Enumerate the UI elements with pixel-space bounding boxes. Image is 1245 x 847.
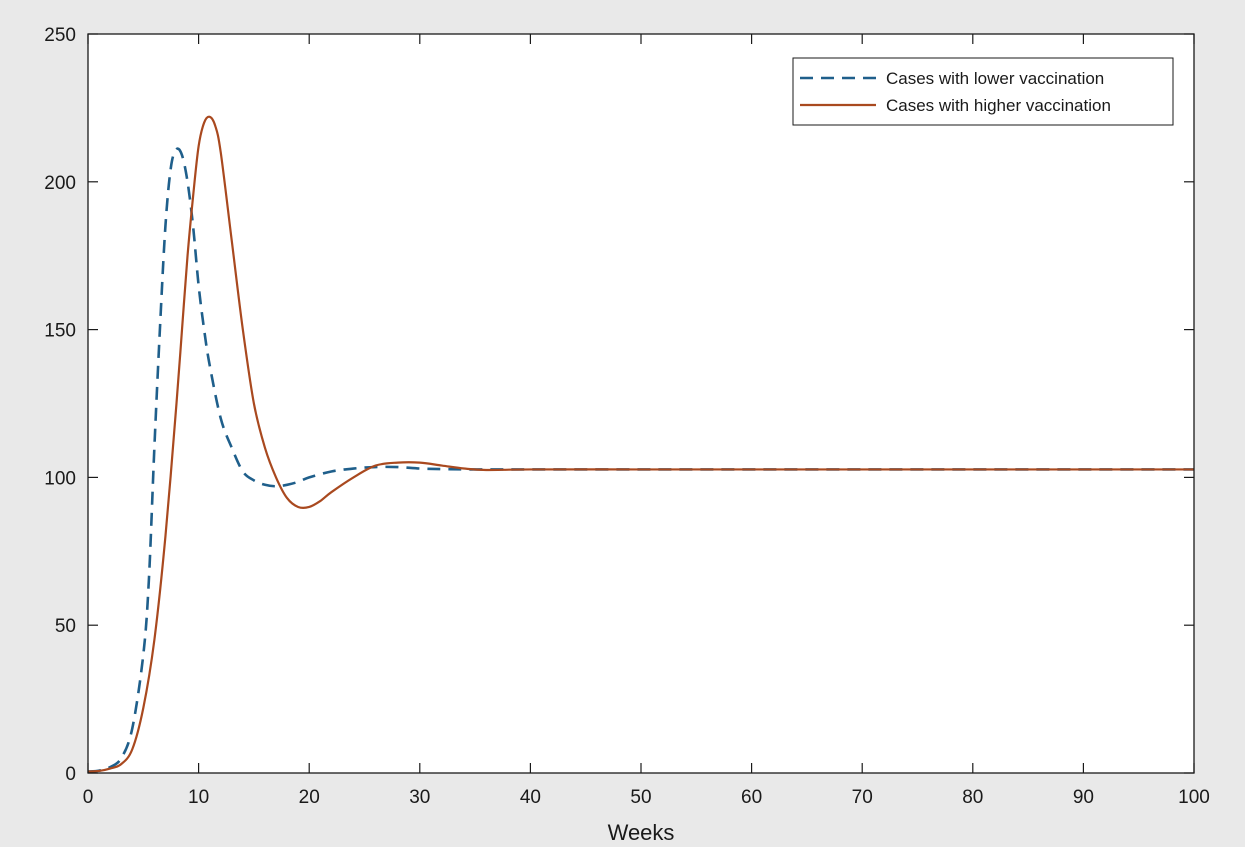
x-tick-label: 70 <box>852 787 873 808</box>
x-tick-label: 80 <box>962 787 983 808</box>
y-tick-label: 200 <box>44 173 76 194</box>
series-layer <box>87 115 1194 773</box>
legend-box <box>792 57 1174 126</box>
series-line-higher-vaccination <box>87 115 1194 773</box>
x-tick-label: 40 <box>520 787 541 808</box>
y-tick-labels: 0 50 100 150 200 250 <box>44 25 76 785</box>
y-tick-label: 100 <box>44 468 76 489</box>
legend-label-lower-vaccination: Cases with lower vaccination <box>886 69 1104 88</box>
y-tick-label: 150 <box>44 321 76 342</box>
y-tick-label: 250 <box>44 25 76 46</box>
x-tick-label: 20 <box>299 787 320 808</box>
x-tick-label: 100 <box>1178 787 1210 808</box>
y-tick-label: 50 <box>55 616 76 637</box>
x-axis-title: Weeks <box>608 820 675 845</box>
axes-box <box>87 33 1195 774</box>
x-tick-label: 10 <box>188 787 209 808</box>
x-tick-label: 60 <box>741 787 762 808</box>
x-tick-label: 90 <box>1073 787 1094 808</box>
y-tick-label: 0 <box>65 764 76 785</box>
legend-label-higher-vaccination: Cases with higher vaccination <box>886 96 1111 115</box>
legend: Cases with lower vaccination Cases with … <box>792 57 1174 126</box>
x-tick-labels: 0 10 20 30 40 50 60 70 80 90 100 <box>83 787 1210 808</box>
x-tick-label: 30 <box>409 787 430 808</box>
x-tick-label: 0 <box>83 787 94 808</box>
x-tick-label: 50 <box>630 787 651 808</box>
plot-area <box>88 34 1194 773</box>
